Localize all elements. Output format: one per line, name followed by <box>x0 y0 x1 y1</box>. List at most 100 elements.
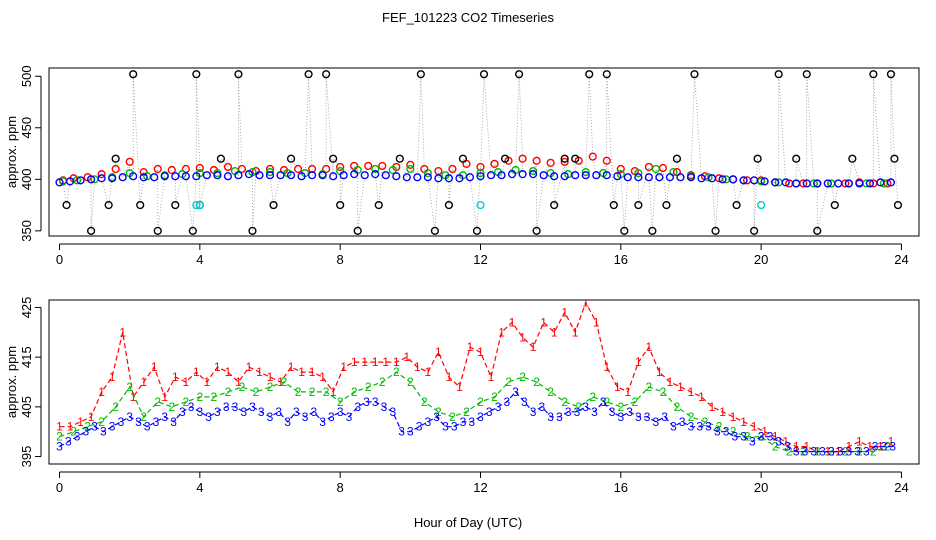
data-point: 3 <box>188 400 195 414</box>
data-point <box>269 200 278 210</box>
data-point <box>153 164 162 174</box>
data-point: 1 <box>340 360 347 374</box>
data-point: 3 <box>539 400 546 414</box>
data-point: 3 <box>91 420 98 434</box>
data-point <box>458 154 468 163</box>
y-tick-label: 500 <box>19 65 34 87</box>
data-point: 3 <box>170 415 177 429</box>
data-point: 2 <box>337 395 344 409</box>
data-point <box>711 226 720 235</box>
data-point: 1 <box>351 355 358 369</box>
data-point <box>651 164 660 174</box>
data-point: 1 <box>330 385 337 399</box>
data-point: 3 <box>179 405 186 419</box>
data-point <box>581 167 590 177</box>
data-point: 1 <box>635 355 642 369</box>
data-point: 3 <box>495 400 502 414</box>
data-point: 2 <box>126 380 133 394</box>
data-point: 3 <box>740 430 747 444</box>
x-tick-label: 12 <box>473 480 487 495</box>
data-point <box>753 154 762 163</box>
data-point: 3 <box>767 430 774 444</box>
data-point: 1 <box>204 375 211 389</box>
data-point: 3 <box>591 405 598 419</box>
data-point: 2 <box>182 395 189 409</box>
data-point: 3 <box>600 395 607 409</box>
plot-frame <box>48 67 920 237</box>
data-point: 3 <box>626 405 633 419</box>
data-point <box>350 170 359 179</box>
data-point: 2 <box>828 445 835 459</box>
data-point: 3 <box>363 395 370 409</box>
data-point <box>476 169 485 178</box>
data-point <box>886 178 896 187</box>
data-point <box>486 171 496 180</box>
data-point: 3 <box>293 405 300 419</box>
data-point <box>448 164 457 174</box>
data-point: 2 <box>421 395 428 409</box>
data-point: 1 <box>361 355 368 369</box>
data-point <box>813 226 822 235</box>
data-point: 3 <box>653 415 660 429</box>
data-point: 1 <box>572 325 579 339</box>
data-point: 3 <box>65 435 72 449</box>
data-point: 1 <box>288 360 295 374</box>
data-point: 3 <box>609 405 616 419</box>
data-point: 1 <box>151 360 158 374</box>
data-point <box>371 170 380 179</box>
data-point <box>413 173 422 182</box>
y-tick-label: 425 <box>19 297 34 319</box>
y-tick-label: 350 <box>19 220 34 242</box>
x-tick-label: 12 <box>473 252 487 267</box>
data-point: 1 <box>677 380 684 394</box>
data-point <box>876 178 885 187</box>
data-point <box>395 154 404 163</box>
data-point <box>97 170 106 179</box>
data-point <box>388 165 397 175</box>
data-point: 2 <box>351 385 358 399</box>
data-point: 1 <box>393 355 400 369</box>
data-point <box>571 154 580 163</box>
data-point: 3 <box>135 415 142 429</box>
data-point: 2 <box>253 385 260 399</box>
data-point: 3 <box>398 425 405 439</box>
data-point <box>672 154 682 163</box>
data-point <box>444 174 454 183</box>
data-point: 2 <box>449 410 456 424</box>
data-point: 1 <box>698 390 705 404</box>
data-point: 1 <box>488 370 495 384</box>
data-point <box>507 170 517 179</box>
x-tick-label: 4 <box>196 252 203 267</box>
data-point <box>532 156 541 165</box>
data-point: 2 <box>239 380 246 394</box>
data-point: 3 <box>240 405 247 419</box>
x-tick-label: 24 <box>894 480 908 495</box>
x-axis-label: Hour of Day (UTC) <box>414 515 522 530</box>
data-point <box>602 171 611 180</box>
data-point: 1 <box>803 440 810 454</box>
data-point: 1 <box>667 375 674 389</box>
data-point: 2 <box>154 395 161 409</box>
data-point: 2 <box>660 385 667 399</box>
data-point: 3 <box>661 410 668 424</box>
data-point <box>430 226 439 235</box>
data-point: 3 <box>214 405 221 419</box>
data-point: 3 <box>828 445 835 459</box>
data-point <box>750 226 759 235</box>
data-point <box>371 164 380 174</box>
data-point: 2 <box>98 415 105 429</box>
data-point <box>423 173 432 182</box>
data-point: 2 <box>323 385 330 399</box>
data-point <box>648 226 657 235</box>
data-point: 2 <box>702 415 709 429</box>
data-point: 1 <box>582 295 589 309</box>
data-point: 3 <box>863 445 870 459</box>
data-point <box>202 171 211 180</box>
data-point <box>216 154 225 163</box>
data-point: 2 <box>84 420 91 434</box>
data-point <box>129 70 138 79</box>
data-point <box>750 176 759 185</box>
data-point <box>602 70 611 79</box>
y-tick-label: 405 <box>19 396 34 418</box>
data-point: 3 <box>556 410 563 424</box>
